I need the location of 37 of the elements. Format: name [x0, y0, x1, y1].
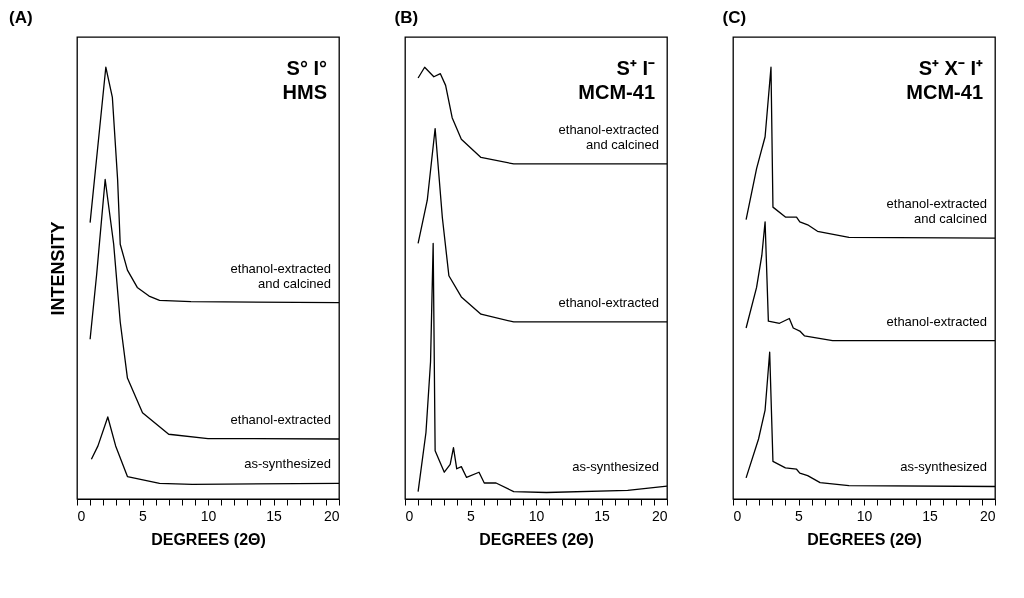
x-tick-label: 20 — [979, 507, 996, 524]
series-label: as-synthesized — [244, 456, 331, 472]
series-label: as-synthesized — [900, 459, 987, 475]
x-tick-label: 5 — [467, 507, 476, 524]
x-axis-title: DEGREES (2Θ) — [807, 530, 922, 548]
x-axis-title: DEGREES (2Θ) — [479, 530, 594, 548]
chart-title: (C) — [722, 8, 747, 27]
annotation: HMS — [282, 81, 327, 103]
y-axis-title: INTENSITY — [47, 221, 68, 316]
annotation: S° I° — [286, 57, 327, 79]
series-label: ethanol-extracted — [230, 411, 331, 427]
series-label: ethanol-extracted and calcined — [230, 260, 331, 291]
x-tick-label: 5 — [795, 507, 804, 524]
series-label: ethanol-extracted and calcined — [558, 121, 659, 152]
x-tick-label: 10 — [528, 507, 545, 524]
annotation: MCM-41 — [906, 81, 983, 103]
x-tick-label: 10 — [200, 507, 217, 524]
annotation: S⁺ I⁻ — [616, 57, 655, 79]
x-tick-label: 15 — [266, 507, 282, 524]
x-axis-title: DEGREES (2Θ) — [151, 530, 266, 548]
series-label: ethanol-extracted — [886, 313, 987, 329]
series-label: as-synthesized — [572, 459, 659, 475]
x-tick-label: 0 — [733, 507, 742, 524]
x-tick-label: 20 — [651, 507, 668, 524]
x-tick-label: 10 — [856, 507, 873, 524]
x-tick-label: 5 — [139, 507, 148, 524]
x-tick-label: 15 — [922, 507, 938, 524]
x-tick-label: 0 — [77, 507, 86, 524]
x-tick-label: 20 — [323, 507, 340, 524]
x-tick-label: 15 — [594, 507, 610, 524]
series-label: ethanol-extracted — [558, 294, 659, 310]
annotation: MCM-41 — [578, 81, 655, 103]
annotation: S⁺ X⁻ I⁺ — [918, 57, 983, 79]
chart-title: (B) — [394, 8, 419, 27]
chart-title: (A) — [9, 8, 33, 27]
series-label: ethanol-extracted and calcined — [886, 196, 987, 227]
x-tick-label: 0 — [405, 507, 414, 524]
